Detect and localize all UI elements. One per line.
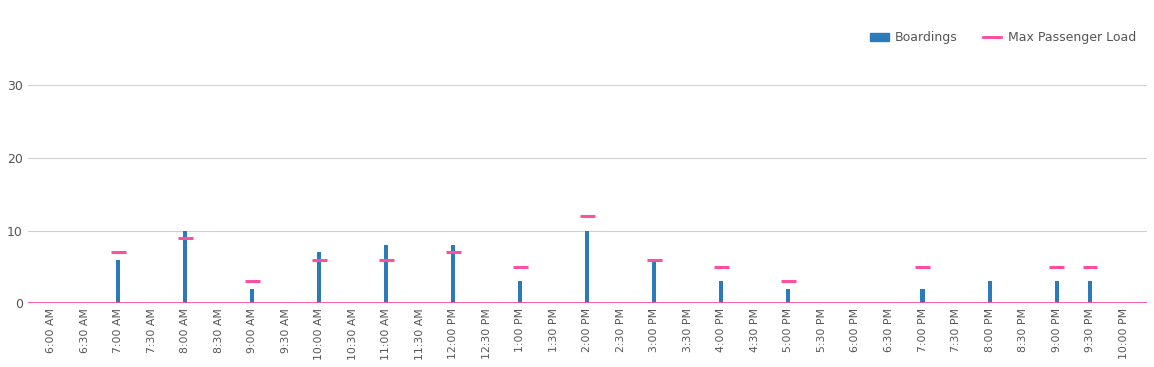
Bar xyxy=(317,252,321,303)
Bar xyxy=(585,230,590,303)
Bar xyxy=(786,289,790,303)
Legend: Boardings, Max Passenger Load: Boardings, Max Passenger Load xyxy=(864,26,1141,50)
Bar xyxy=(719,281,724,303)
Bar xyxy=(1055,281,1058,303)
Bar xyxy=(1088,281,1092,303)
Bar xyxy=(183,230,187,303)
Bar xyxy=(250,289,254,303)
Bar xyxy=(451,245,456,303)
Bar xyxy=(652,259,657,303)
Bar xyxy=(384,245,388,303)
Bar xyxy=(921,289,924,303)
Bar xyxy=(988,281,991,303)
Bar xyxy=(117,259,120,303)
Bar xyxy=(518,281,523,303)
